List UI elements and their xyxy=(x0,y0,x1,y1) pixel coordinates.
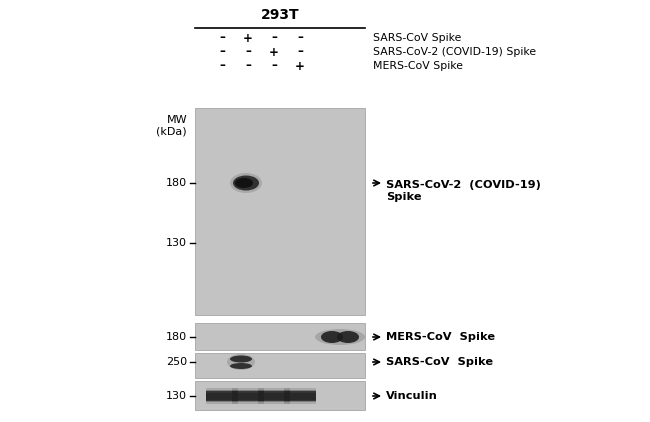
Bar xyxy=(206,391,238,401)
Bar xyxy=(206,388,238,404)
Bar xyxy=(284,388,316,404)
Text: +: + xyxy=(269,46,279,59)
Text: SARS-CoV  Spike: SARS-CoV Spike xyxy=(386,357,493,367)
Bar xyxy=(284,390,316,402)
Ellipse shape xyxy=(321,331,343,343)
Text: –: – xyxy=(297,32,303,44)
Bar xyxy=(232,391,264,401)
Text: SARS-CoV Spike: SARS-CoV Spike xyxy=(373,33,462,43)
Bar xyxy=(195,323,365,350)
Bar xyxy=(206,390,316,402)
Text: 130: 130 xyxy=(166,238,187,248)
Text: –: – xyxy=(245,60,251,73)
Bar xyxy=(258,388,290,404)
Text: 130: 130 xyxy=(166,391,187,401)
Text: –: – xyxy=(219,32,225,44)
Text: 293T: 293T xyxy=(261,8,299,22)
Text: –: – xyxy=(219,46,225,59)
Text: Vinculin: Vinculin xyxy=(386,391,438,401)
Ellipse shape xyxy=(230,363,252,369)
Bar xyxy=(206,391,238,401)
Bar xyxy=(232,388,264,404)
Bar xyxy=(232,391,264,401)
Text: –: – xyxy=(271,60,277,73)
Text: MW
(kDa): MW (kDa) xyxy=(157,115,187,137)
Text: 180: 180 xyxy=(166,332,187,342)
Ellipse shape xyxy=(233,176,259,190)
Bar xyxy=(258,391,290,401)
Text: MERS-CoV  Spike: MERS-CoV Spike xyxy=(386,332,495,342)
Text: –: – xyxy=(297,46,303,59)
Text: –: – xyxy=(245,46,251,59)
Bar xyxy=(206,392,316,400)
Text: SARS-CoV-2 (COVID-19) Spike: SARS-CoV-2 (COVID-19) Spike xyxy=(373,47,536,57)
Ellipse shape xyxy=(230,173,262,193)
Text: SARS-CoV-2  (COVID-19)
Spike: SARS-CoV-2 (COVID-19) Spike xyxy=(386,180,541,203)
Bar xyxy=(195,381,365,410)
Text: 250: 250 xyxy=(166,357,187,367)
Bar xyxy=(195,353,365,378)
Text: +: + xyxy=(295,60,305,73)
Text: –: – xyxy=(219,60,225,73)
Ellipse shape xyxy=(315,329,365,345)
Bar xyxy=(206,392,316,400)
Ellipse shape xyxy=(337,331,359,343)
Bar xyxy=(258,390,290,402)
Text: MERS-CoV Spike: MERS-CoV Spike xyxy=(373,61,463,71)
Ellipse shape xyxy=(235,178,253,188)
Text: +: + xyxy=(243,32,253,44)
Ellipse shape xyxy=(230,355,252,362)
Text: –: – xyxy=(271,32,277,44)
Bar xyxy=(284,391,316,401)
Bar xyxy=(232,390,264,402)
Text: 180: 180 xyxy=(166,178,187,188)
Bar xyxy=(206,390,238,402)
Bar xyxy=(284,391,316,401)
Bar xyxy=(206,392,316,400)
Bar xyxy=(195,108,365,315)
Ellipse shape xyxy=(227,354,255,370)
Bar xyxy=(258,391,290,401)
